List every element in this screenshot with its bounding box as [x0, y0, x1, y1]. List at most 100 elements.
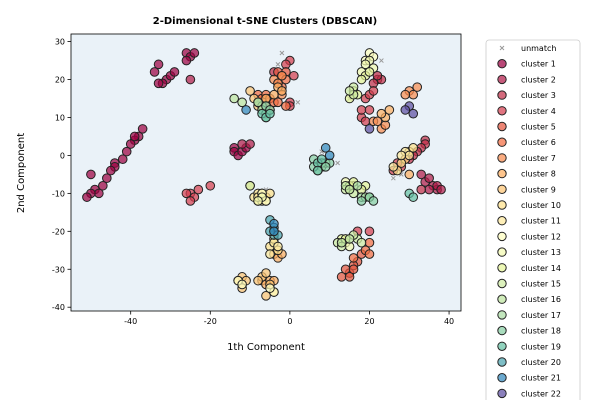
point-cluster-7: [277, 70, 287, 81]
point-cluster-21: [269, 226, 279, 237]
y-tick-label: -20: [52, 227, 65, 236]
legend-marker-cluster-20: [497, 357, 507, 367]
legend-label-cluster-16: cluster 16: [521, 295, 561, 304]
point-cluster-11: [396, 150, 407, 161]
legend-label-cluster-6: cluster 6: [521, 138, 556, 147]
point-cluster-16: [237, 97, 247, 108]
chart-title: 2-Dimensional t-SNE Clusters (DBSCAN): [153, 16, 377, 27]
point-cluster-16: [344, 184, 355, 195]
point-cluster-17: [352, 180, 363, 191]
legend-label-cluster-10: cluster 10: [521, 201, 561, 210]
point-cluster-4: [205, 180, 216, 191]
legend-marker-cluster-7: [497, 153, 507, 163]
point-cluster-12: [265, 283, 275, 294]
legend-marker-cluster-19: [497, 341, 507, 351]
point-cluster-18: [320, 162, 331, 172]
legend-label-cluster-8: cluster 8: [521, 170, 556, 179]
legend-label-cluster-11: cluster 11: [521, 217, 561, 226]
point-cluster-7: [400, 89, 411, 100]
point-cluster-13: [360, 59, 371, 70]
point-cluster-9: [245, 86, 255, 96]
y-tick-label: -10: [52, 189, 65, 198]
point-cluster-19: [265, 108, 275, 119]
point-cluster-1: [86, 169, 96, 180]
point-cluster-1: [149, 67, 160, 77]
point-cluster-2: [416, 169, 427, 180]
legend-marker-cluster-16: [497, 294, 507, 304]
legend-marker-cluster-17: [497, 310, 507, 320]
point-cluster-11: [265, 249, 275, 259]
point-cluster-14: [356, 74, 367, 85]
point-cluster-1: [94, 188, 104, 199]
legend-marker-cluster-8: [497, 168, 507, 179]
y-axis-label: 2nd Component: [16, 133, 27, 213]
point-unmatch: [279, 50, 285, 56]
point-cluster-5: [336, 272, 347, 282]
point-cluster-16: [229, 93, 239, 104]
point-cluster-2: [245, 139, 255, 149]
legend-marker-cluster-2: [497, 74, 507, 85]
point-cluster-5: [348, 264, 359, 275]
point-cluster-6: [348, 253, 359, 263]
legend-label-cluster-9: cluster 9: [521, 185, 556, 194]
point-cluster-19: [312, 165, 323, 176]
point-cluster-8: [269, 89, 279, 100]
point-cluster-5: [344, 272, 355, 282]
legend-label-cluster-14: cluster 14: [521, 264, 561, 273]
x-tick-label: -40: [124, 317, 137, 326]
legend: unmatch cluster 1 cluster 2 cluster 3 cluste…: [485, 39, 581, 404]
point-cluster-3: [416, 184, 427, 195]
legend-marker-cluster-15: [497, 278, 507, 289]
point-cluster-2: [185, 74, 196, 85]
y-tick-label: -30: [52, 265, 65, 274]
point-cluster-4: [368, 86, 379, 96]
legend-marker-cluster-22: [497, 388, 507, 399]
legend-label-cluster-1: cluster 1: [521, 60, 556, 69]
point-cluster-11: [404, 150, 415, 161]
x-axis-label: 1th Component: [227, 342, 305, 353]
point-cluster-4: [193, 184, 204, 195]
point-cluster-18: [356, 196, 367, 206]
point-cluster-8: [376, 108, 387, 119]
x-tick-label: 20: [364, 317, 374, 326]
point-cluster-1: [121, 146, 132, 157]
legend-label-cluster-5: cluster 5: [521, 123, 556, 132]
legend-label-cluster-20: cluster 20: [521, 358, 561, 367]
point-unmatch: [295, 99, 301, 105]
point-cluster-9: [261, 268, 271, 278]
legend-label-cluster-3: cluster 3: [521, 91, 556, 100]
legend-marker-cluster-4: [497, 106, 507, 116]
legend-label-cluster-17: cluster 17: [521, 311, 561, 320]
point-cluster-12: [237, 279, 247, 290]
legend-marker-unmatch: [499, 45, 505, 51]
point-cluster-14: [364, 67, 375, 77]
point-cluster-7: [412, 82, 423, 92]
y-tick-label: 20: [55, 76, 65, 85]
point-cluster-1: [117, 154, 128, 165]
legend-label-cluster-7: cluster 7: [521, 154, 556, 163]
point-cluster-1: [137, 124, 148, 134]
legend-label-cluster-4: cluster 4: [521, 107, 556, 116]
point-cluster-4: [289, 70, 299, 81]
legend-label-cluster-18: cluster 18: [521, 327, 561, 336]
point-cluster-19: [316, 154, 327, 165]
point-cluster-6: [281, 101, 291, 111]
points-layer: [82, 48, 446, 301]
point-cluster-4: [185, 196, 196, 206]
legend-marker-cluster-12: [497, 231, 507, 242]
legend-marker-cluster-9: [497, 184, 507, 195]
legend-marker-cluster-6: [497, 137, 507, 147]
point-cluster-4: [181, 188, 192, 199]
point-cluster-18: [368, 196, 379, 206]
point-cluster-8: [277, 86, 287, 96]
point-cluster-22: [408, 108, 419, 119]
point-cluster-7: [372, 116, 383, 127]
point-cluster-16: [336, 237, 347, 248]
point-cluster-9: [261, 291, 271, 301]
point-unmatch: [390, 175, 396, 181]
legend-label-cluster-13: cluster 13: [521, 248, 561, 257]
point-unmatch: [379, 58, 384, 63]
point-cluster-1: [189, 48, 200, 58]
legend-label-cluster-2: cluster 2: [521, 75, 556, 84]
